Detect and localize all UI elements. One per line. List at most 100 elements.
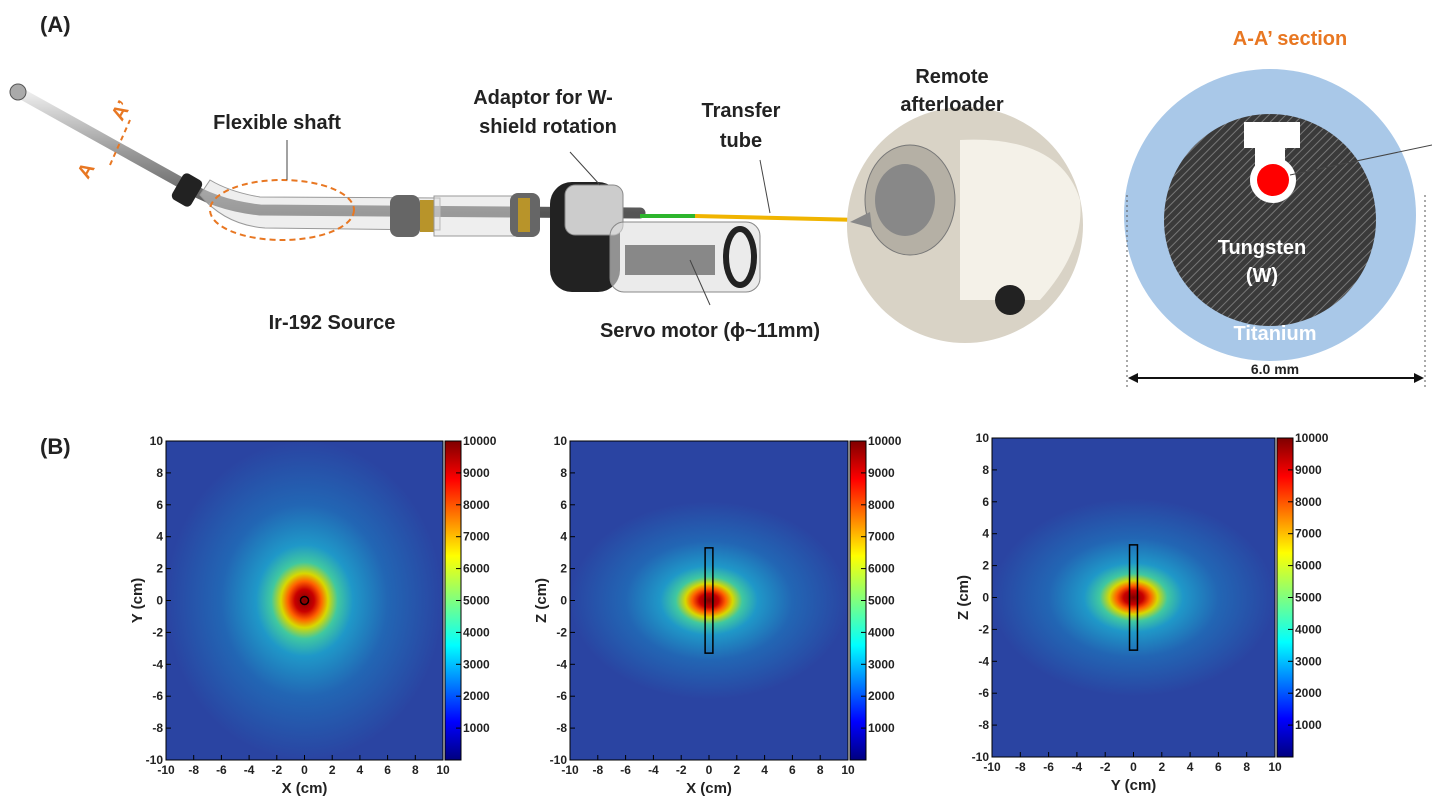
colorbar-tick-label: 1000 [1295, 718, 1322, 732]
label: Remote [915, 66, 988, 88]
x-tick-label: -4 [244, 763, 255, 777]
colorbar-tick-label: 2000 [1295, 686, 1322, 700]
y-axis-label: Z (cm) [955, 575, 972, 620]
y-tick-label: -10 [146, 753, 164, 767]
x-tick-label: 10 [841, 763, 855, 777]
x-tick-label: 4 [761, 763, 768, 777]
x-tick-label: -6 [1043, 760, 1054, 774]
y-tick-label: 6 [982, 495, 989, 509]
y-tick-label: -8 [556, 721, 567, 735]
heatmap [992, 438, 1275, 757]
colorbar-tick-label: 6000 [463, 562, 490, 576]
x-tick-label: -8 [592, 763, 603, 777]
y-tick-label: 0 [560, 594, 567, 608]
panel-label: (B) [40, 434, 71, 459]
y-tick-label: -4 [556, 657, 567, 671]
x-tick-label: -4 [1072, 760, 1083, 774]
x-tick-label: -2 [676, 763, 687, 777]
label: Servo motor (ϕ~11mm) [600, 320, 820, 342]
y-tick-label: 10 [976, 431, 990, 445]
label: Flexible shaft [213, 112, 341, 134]
section-marker: A [73, 159, 99, 183]
colorbar-tick-label: 1000 [463, 721, 490, 735]
colorbar-tick-label: 7000 [1295, 527, 1322, 541]
y-tick-label: 8 [982, 463, 989, 477]
y-tick-label: 8 [156, 466, 163, 480]
y-tick-label: -4 [152, 657, 163, 671]
colorbar-tick-label: 5000 [463, 594, 490, 608]
colorbar-tick-label: 5000 [1295, 591, 1322, 605]
label: afterloader [900, 94, 1004, 116]
colorbar-tick-label: 6000 [1295, 559, 1322, 573]
colorbar-tick-label: 8000 [463, 498, 490, 512]
colorbar-tick-label: 3000 [463, 657, 490, 671]
x-tick-label: 4 [357, 763, 364, 777]
x-tick-label: 6 [384, 763, 391, 777]
section-marker: A’ [107, 97, 136, 124]
figure: (A) A A’ Flexible shaft Adaptor for W- s… [0, 0, 1432, 799]
colorbar-tick-label: 5000 [868, 594, 895, 608]
colorbar-tick-label: 10000 [1295, 431, 1329, 445]
y-tick-label: 4 [560, 530, 567, 544]
colorbar-tick-label: 2000 [463, 689, 490, 703]
y-tick-label: -2 [556, 625, 567, 639]
x-tick-label: 0 [706, 763, 713, 777]
x-axis-label: X (cm) [686, 780, 732, 797]
label: Ir-192 Source [269, 312, 396, 334]
label: Tungsten [1218, 237, 1307, 259]
x-tick-label: 10 [436, 763, 450, 777]
x-axis-label: Y (cm) [1111, 777, 1157, 794]
y-tick-label: 2 [560, 562, 567, 576]
y-axis-label: Z (cm) [533, 578, 550, 623]
label: Adaptor for W- [473, 87, 613, 109]
y-tick-label: 10 [150, 434, 164, 448]
colorbar-tick-label: 4000 [868, 625, 895, 639]
x-tick-label: 2 [329, 763, 336, 777]
colorbar-tick-label: 7000 [463, 530, 490, 544]
y-tick-label: 4 [982, 527, 989, 541]
colorbar-tick-label: 10000 [463, 434, 497, 448]
x-tick-label: -8 [188, 763, 199, 777]
colorbar-tick-label: 6000 [868, 562, 895, 576]
colorbar-tick-label: 3000 [868, 657, 895, 671]
colorbar-tick-label: 4000 [1295, 622, 1322, 636]
x-tick-label: -6 [216, 763, 227, 777]
x-tick-label: 6 [789, 763, 796, 777]
label: (W) [1246, 265, 1278, 287]
colorbar-tick-label: 10000 [868, 434, 902, 448]
x-tick-label: 8 [412, 763, 419, 777]
y-tick-label: 0 [156, 594, 163, 608]
y-tick-label: -10 [550, 753, 568, 767]
x-tick-label: 4 [1187, 760, 1194, 774]
x-tick-label: 8 [1243, 760, 1250, 774]
colorbar-tick-label: 1000 [868, 721, 895, 735]
y-tick-label: 8 [560, 466, 567, 480]
y-tick-label: -6 [556, 689, 567, 703]
heatmap [570, 441, 848, 760]
colorbar-tick-label: 7000 [868, 530, 895, 544]
x-axis-label: X (cm) [282, 780, 328, 797]
y-tick-label: -6 [978, 686, 989, 700]
colorbar-tick-label: 4000 [463, 625, 490, 639]
x-tick-label: -4 [648, 763, 659, 777]
x-tick-label: 0 [301, 763, 308, 777]
dimension: 6.0 mm [1251, 361, 1299, 377]
y-tick-label: 6 [560, 498, 567, 512]
y-tick-label: 0 [982, 591, 989, 605]
y-tick-label: -10 [972, 750, 990, 764]
section-title: A-A’ section [1233, 28, 1347, 50]
y-tick-label: 6 [156, 498, 163, 512]
y-tick-label: 2 [982, 559, 989, 573]
x-tick-label: 10 [1268, 760, 1282, 774]
y-tick-label: -6 [152, 689, 163, 703]
x-tick-label: -2 [271, 763, 282, 777]
label: Transfer [702, 100, 781, 122]
y-axis-label: Y (cm) [129, 578, 146, 624]
x-tick-label: 8 [817, 763, 824, 777]
label: Titanium [1234, 323, 1317, 345]
colorbar-tick-label: 2000 [868, 689, 895, 703]
y-tick-label: 4 [156, 530, 163, 544]
y-tick-label: -8 [152, 721, 163, 735]
label: tube [720, 130, 762, 152]
x-tick-label: 2 [1158, 760, 1165, 774]
